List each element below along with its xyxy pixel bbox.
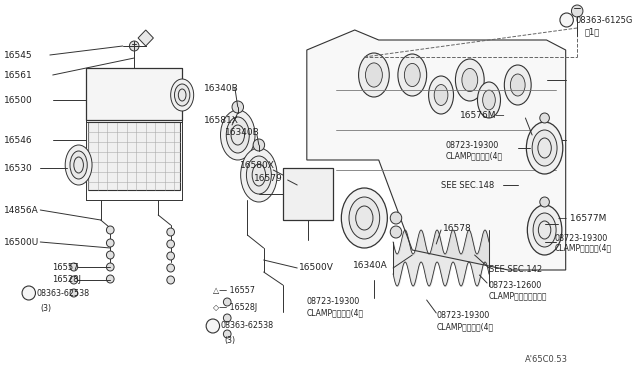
Ellipse shape (65, 145, 92, 185)
Text: CLAMPクランプ(4）: CLAMPクランプ(4） (446, 151, 503, 160)
Ellipse shape (526, 122, 563, 174)
Text: △— 16557: △— 16557 (213, 285, 255, 295)
Text: 16546: 16546 (4, 135, 33, 144)
Ellipse shape (404, 64, 420, 87)
Circle shape (167, 264, 175, 272)
Circle shape (232, 101, 244, 113)
Ellipse shape (429, 76, 454, 114)
Text: 16340B: 16340B (204, 83, 239, 93)
Circle shape (70, 263, 77, 271)
Text: 16340A: 16340A (353, 260, 388, 269)
Ellipse shape (365, 63, 382, 87)
Ellipse shape (241, 148, 277, 202)
Text: CLAMPクランプ大１）: CLAMPクランプ大１） (489, 292, 547, 301)
Circle shape (560, 13, 573, 27)
Text: SEE SEC.148: SEE SEC.148 (441, 180, 494, 189)
Text: 16500V: 16500V (299, 263, 334, 273)
Text: 08363-62538: 08363-62538 (36, 289, 90, 298)
Text: 16581X: 16581X (204, 115, 239, 125)
Text: 08723-19300: 08723-19300 (307, 298, 360, 307)
Text: 08723-19300: 08723-19300 (436, 311, 490, 321)
Circle shape (253, 139, 264, 151)
Text: CLAMPクランプ(4）: CLAMPクランプ(4） (554, 244, 611, 253)
Text: 16528J: 16528J (52, 276, 81, 285)
Text: CLAMPクランプ(4）: CLAMPクランプ(4） (436, 323, 493, 331)
Circle shape (206, 319, 220, 333)
Ellipse shape (483, 90, 495, 110)
Circle shape (390, 226, 402, 238)
Ellipse shape (504, 65, 531, 105)
Ellipse shape (434, 84, 448, 105)
Bar (283, 168, 333, 220)
Circle shape (223, 330, 231, 338)
Text: 08723-12600: 08723-12600 (489, 282, 542, 291)
Ellipse shape (510, 74, 525, 96)
Circle shape (572, 5, 583, 17)
Circle shape (540, 197, 549, 207)
Bar (86, 68, 182, 120)
Ellipse shape (398, 54, 427, 96)
Circle shape (106, 251, 114, 259)
Circle shape (106, 263, 114, 271)
Ellipse shape (477, 82, 500, 118)
Circle shape (70, 289, 77, 297)
Circle shape (540, 113, 549, 123)
Ellipse shape (341, 188, 387, 248)
Circle shape (223, 298, 231, 306)
Text: 16561: 16561 (4, 71, 33, 80)
Ellipse shape (358, 53, 389, 97)
Circle shape (167, 276, 175, 284)
Circle shape (106, 275, 114, 283)
Ellipse shape (246, 156, 271, 194)
Circle shape (167, 240, 175, 248)
Ellipse shape (221, 110, 255, 160)
Ellipse shape (175, 84, 190, 106)
Text: CLAMPクランプ(4）: CLAMPクランプ(4） (307, 308, 364, 317)
Ellipse shape (533, 213, 556, 247)
Text: 16545: 16545 (4, 51, 33, 60)
Circle shape (106, 239, 114, 247)
Text: 08363-62538: 08363-62538 (221, 321, 274, 330)
Text: 16530: 16530 (4, 164, 33, 173)
Ellipse shape (532, 130, 557, 166)
Circle shape (129, 41, 139, 51)
Text: 16340B: 16340B (225, 128, 260, 137)
Polygon shape (307, 30, 566, 270)
Text: 08363-6125G: 08363-6125G (575, 16, 633, 25)
Bar (88, 122, 180, 190)
Text: （1）: （1） (585, 28, 600, 36)
Circle shape (390, 212, 402, 224)
Circle shape (70, 276, 77, 284)
Text: 16579: 16579 (254, 173, 283, 183)
Text: 16580X: 16580X (240, 160, 275, 170)
Text: 16578: 16578 (443, 224, 472, 232)
Ellipse shape (171, 79, 194, 111)
Text: 16500U: 16500U (4, 237, 39, 247)
Text: 16500: 16500 (4, 96, 33, 105)
Text: (3): (3) (225, 336, 236, 344)
Circle shape (22, 286, 35, 300)
Text: SEE SEC.142: SEE SEC.142 (489, 266, 542, 275)
Text: 16557: 16557 (52, 263, 78, 272)
Ellipse shape (70, 151, 87, 179)
Circle shape (223, 314, 231, 322)
Text: 08723-19300: 08723-19300 (554, 234, 607, 243)
Ellipse shape (462, 68, 477, 92)
Text: 08723-19300: 08723-19300 (446, 141, 499, 150)
Text: (3): (3) (40, 304, 51, 312)
Polygon shape (138, 30, 154, 46)
Ellipse shape (456, 59, 484, 101)
Ellipse shape (227, 117, 250, 153)
Text: — 16577M: — 16577M (558, 214, 606, 222)
Circle shape (167, 228, 175, 236)
Ellipse shape (527, 205, 562, 255)
Circle shape (106, 226, 114, 234)
Ellipse shape (349, 197, 380, 239)
Text: ◇— 16528J: ◇— 16528J (213, 304, 257, 312)
Circle shape (167, 252, 175, 260)
Text: 16576M—: 16576M— (460, 110, 506, 119)
Text: A'65C0.53: A'65C0.53 (525, 356, 568, 365)
Text: 14856A: 14856A (4, 205, 38, 215)
